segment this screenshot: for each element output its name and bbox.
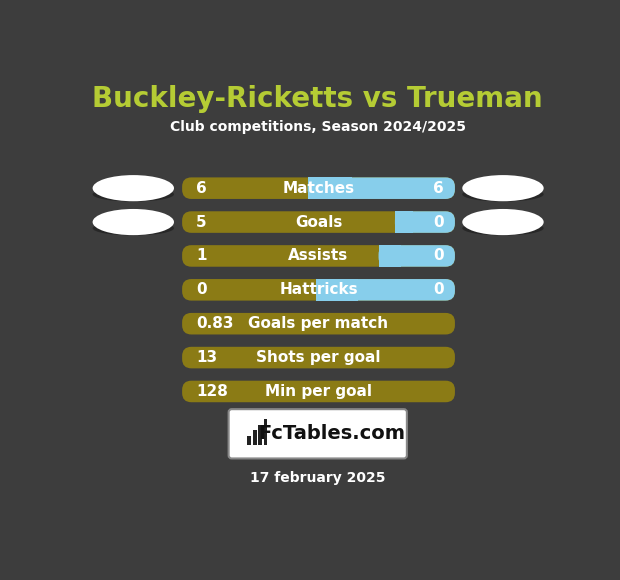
FancyBboxPatch shape <box>308 177 455 199</box>
Ellipse shape <box>92 187 174 201</box>
FancyBboxPatch shape <box>229 409 407 458</box>
Text: 1: 1 <box>196 248 206 263</box>
Text: 17 february 2025: 17 february 2025 <box>250 471 386 485</box>
Text: 6: 6 <box>196 181 207 195</box>
Text: 6: 6 <box>433 181 444 195</box>
Ellipse shape <box>463 187 544 201</box>
Text: 0: 0 <box>433 215 444 230</box>
Text: 13: 13 <box>196 350 217 365</box>
Text: 0: 0 <box>196 282 206 298</box>
Bar <box>247 436 251 445</box>
FancyBboxPatch shape <box>182 211 455 233</box>
Text: 5: 5 <box>196 215 206 230</box>
Text: 128: 128 <box>196 384 228 399</box>
Text: Matches: Matches <box>283 181 355 195</box>
Bar <box>264 419 267 445</box>
Bar <box>253 430 257 445</box>
FancyBboxPatch shape <box>182 177 455 199</box>
FancyBboxPatch shape <box>182 279 455 300</box>
Text: Assists: Assists <box>288 248 348 263</box>
Text: FcTables.com: FcTables.com <box>259 425 405 443</box>
Bar <box>379 245 402 267</box>
Text: Min per goal: Min per goal <box>265 384 372 399</box>
Text: Buckley-Ricketts vs Trueman: Buckley-Ricketts vs Trueman <box>92 85 543 113</box>
Bar <box>395 211 413 233</box>
Text: 0: 0 <box>433 248 444 263</box>
FancyBboxPatch shape <box>182 313 455 335</box>
Text: 0: 0 <box>433 282 444 298</box>
FancyBboxPatch shape <box>395 211 455 233</box>
Text: Club competitions, Season 2024/2025: Club competitions, Season 2024/2025 <box>170 121 466 135</box>
Text: Goals per match: Goals per match <box>249 316 389 331</box>
Text: 0.83: 0.83 <box>196 316 234 331</box>
FancyBboxPatch shape <box>182 245 455 267</box>
Text: Hattricks: Hattricks <box>279 282 358 298</box>
Ellipse shape <box>463 175 544 201</box>
Bar <box>308 177 352 199</box>
FancyBboxPatch shape <box>379 245 455 267</box>
FancyBboxPatch shape <box>182 347 455 368</box>
Ellipse shape <box>463 221 544 235</box>
Text: Goals: Goals <box>295 215 342 230</box>
FancyBboxPatch shape <box>182 380 455 403</box>
Bar <box>258 425 262 445</box>
Ellipse shape <box>92 209 174 235</box>
Text: Shots per goal: Shots per goal <box>256 350 381 365</box>
Ellipse shape <box>92 221 174 235</box>
Ellipse shape <box>463 209 544 235</box>
FancyBboxPatch shape <box>316 279 455 300</box>
Ellipse shape <box>92 175 174 201</box>
Bar <box>316 279 358 300</box>
